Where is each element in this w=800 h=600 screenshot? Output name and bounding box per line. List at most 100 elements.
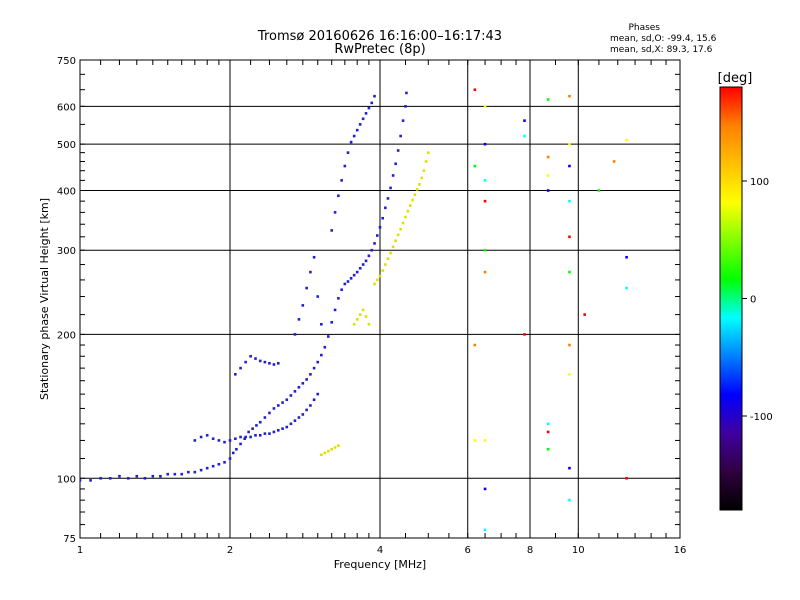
data-point <box>180 472 184 476</box>
data-point <box>418 183 421 186</box>
data-point <box>384 263 387 266</box>
data-point <box>352 134 356 138</box>
phase-box-o-stats: mean, sd,O: -99.4, 15.6 <box>610 34 717 44</box>
data-point <box>426 151 430 154</box>
data-point <box>546 189 550 192</box>
data-point <box>483 248 487 252</box>
colorbar-tick-label: -100 <box>750 412 773 423</box>
data-point <box>244 435 247 439</box>
data-point <box>413 193 417 196</box>
data-point <box>276 361 280 365</box>
data-point <box>323 451 327 455</box>
data-point <box>118 474 121 478</box>
data-point <box>268 432 271 435</box>
data-point <box>249 354 252 358</box>
data-point <box>276 404 280 407</box>
data-point <box>415 188 419 191</box>
data-point <box>309 404 312 407</box>
data-point <box>301 304 305 307</box>
data-point <box>396 233 400 237</box>
data-point <box>568 498 571 502</box>
data-point <box>289 422 293 426</box>
data-point <box>523 134 526 138</box>
data-point <box>258 434 262 437</box>
data-point <box>205 434 209 437</box>
x-tick-label: 2 <box>227 545 233 556</box>
data-point <box>234 437 237 441</box>
data-point <box>568 466 571 470</box>
data-point <box>568 164 571 168</box>
data-point <box>483 439 487 442</box>
data-point <box>568 235 571 239</box>
data-point <box>568 94 571 98</box>
data-point <box>473 88 477 92</box>
x-axis-label: Frequency [MHz] <box>334 558 426 571</box>
data-point <box>320 322 323 326</box>
data-point <box>281 401 284 404</box>
y-tick-label: 750 <box>57 56 76 67</box>
data-point <box>340 288 343 292</box>
data-point <box>378 274 382 278</box>
data-point <box>386 197 390 200</box>
data-point <box>355 270 359 274</box>
data-point <box>401 119 405 122</box>
data-point <box>399 227 402 231</box>
data-point <box>546 155 550 159</box>
data-point <box>333 446 337 449</box>
data-point <box>373 282 376 286</box>
data-point <box>483 142 487 146</box>
phase-box: Phases mean, sd,O: -99.4, 15.6 mean, sd,… <box>610 23 717 55</box>
data-point <box>333 308 337 312</box>
data-point <box>361 308 365 312</box>
data-point <box>305 378 308 381</box>
data-point <box>381 216 384 220</box>
data-point <box>320 453 323 457</box>
y-tick-label: 100 <box>57 474 76 485</box>
data-point <box>349 277 353 280</box>
data-point <box>330 320 334 324</box>
data-point <box>546 174 550 177</box>
data-point <box>108 476 112 480</box>
data-point <box>193 470 197 474</box>
data-point <box>358 313 362 316</box>
data-point <box>255 424 258 427</box>
data-point <box>473 439 477 442</box>
data-point <box>159 474 162 478</box>
data-point <box>340 179 343 182</box>
data-point <box>473 343 477 347</box>
data-point <box>364 315 368 318</box>
data-point <box>330 447 334 451</box>
data-point <box>316 392 320 396</box>
data-point <box>293 333 297 336</box>
y-tick-label: 600 <box>57 102 76 113</box>
chart-subtitle: RwPretec (8p) <box>334 42 425 57</box>
data-point <box>143 476 147 480</box>
data-point <box>381 269 384 272</box>
data-point <box>217 439 221 442</box>
axis-ticks <box>79 60 680 538</box>
data-point <box>358 266 362 270</box>
data-point <box>404 215 407 219</box>
data-point <box>316 360 320 364</box>
data-point <box>268 361 271 365</box>
data-point <box>346 151 350 154</box>
data-point <box>312 366 316 370</box>
data-point <box>625 255 628 259</box>
data-point <box>391 174 395 177</box>
data-point <box>247 430 250 434</box>
data-point <box>405 91 408 95</box>
data-point <box>337 444 340 447</box>
colorbar-gradient <box>719 86 743 511</box>
x-tick-label: 6 <box>465 545 471 556</box>
data-point <box>285 398 289 402</box>
data-point <box>258 420 262 424</box>
data-point <box>568 343 571 347</box>
x-tick-label: 16 <box>674 545 687 556</box>
data-point <box>420 176 423 180</box>
data-point <box>199 468 203 472</box>
data-point <box>364 112 368 115</box>
data-point <box>346 280 350 283</box>
data-point <box>373 94 376 98</box>
data-point <box>243 437 246 441</box>
